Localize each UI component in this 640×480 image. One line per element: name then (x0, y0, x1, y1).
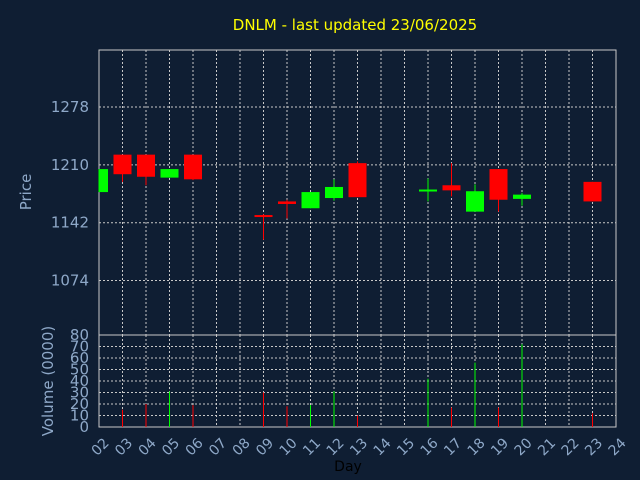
price-tick-label: 1074 (51, 272, 89, 290)
day-tick-label: 21 (535, 435, 559, 459)
candle-body (348, 163, 367, 198)
day-tick-label: 24 (606, 435, 630, 459)
day-tick-label: 04 (136, 435, 160, 459)
volume-tick-label: 50 (70, 361, 89, 379)
price-tick-label: 1278 (51, 98, 89, 116)
day-tick-label: 14 (371, 435, 395, 459)
day-tick-label: 02 (89, 435, 113, 459)
volume-tick-label: 20 (70, 395, 89, 413)
price-tick-label: 1210 (51, 156, 89, 174)
candlestick-series (98, 154, 602, 240)
day-tick-label: 10 (277, 435, 301, 459)
day-tick-label: 09 (253, 435, 277, 459)
volume-tick-label: 70 (70, 338, 89, 356)
candle-body (489, 169, 508, 200)
day-tick-label: 23 (582, 435, 606, 459)
volume-tick-label: 40 (70, 372, 89, 390)
day-tick-label: 05 (159, 435, 183, 459)
candle-body (137, 154, 155, 177)
candle-body (325, 186, 343, 199)
day-tick-labels: 02 03 04 05 06 07 08 09 10 11 12 13 14 15 16 17 18 19 20 21… (89, 435, 630, 459)
day-tick-label: 18 (465, 435, 489, 459)
candle-body (583, 181, 602, 202)
volume-bars (122, 344, 593, 427)
chart-title: DNLM - last updated 23/06/2025 (233, 16, 477, 34)
candle-body (466, 191, 484, 212)
price-axis-label: Price (17, 174, 35, 211)
volume-tick-label: 60 (70, 349, 89, 367)
candle-body (513, 194, 531, 199)
price-tick-labels: 1074 1142 1210 1278 (51, 98, 89, 290)
volume-tick-label: 80 (70, 326, 89, 344)
volume-tick-label: 30 (70, 384, 89, 402)
candle-body (160, 169, 179, 178)
x-axis-label: Day (334, 459, 362, 475)
volume-tick-label: 10 (70, 407, 89, 425)
day-tick-label: 22 (559, 435, 583, 459)
candle-body (113, 154, 132, 175)
day-tick-label: 11 (300, 435, 324, 459)
day-tick-label: 13 (347, 435, 371, 459)
volume-tick-label: 0 (79, 418, 89, 436)
candle-body (254, 215, 273, 218)
day-tick-label: 20 (512, 435, 536, 459)
candle-body (442, 185, 461, 191)
day-tick-label: 16 (418, 435, 442, 459)
candle-body (99, 169, 108, 193)
day-tick-label: 06 (183, 435, 207, 459)
day-tick-label: 15 (394, 435, 418, 459)
day-tick-label: 19 (488, 435, 512, 459)
candle-body (301, 192, 320, 209)
day-tick-label: 07 (206, 435, 230, 459)
day-tick-label: 17 (441, 435, 465, 459)
day-tick-label: 03 (112, 435, 136, 459)
day-tick-label: 08 (230, 435, 254, 459)
price-tick-label: 1142 (51, 214, 89, 232)
volume-axis-label: Volume (0000) (39, 326, 57, 436)
candle-body (419, 189, 437, 192)
candle-body (278, 201, 296, 204)
candle-body (184, 154, 202, 180)
grid-lines (99, 50, 616, 427)
day-tick-label: 12 (324, 435, 348, 459)
